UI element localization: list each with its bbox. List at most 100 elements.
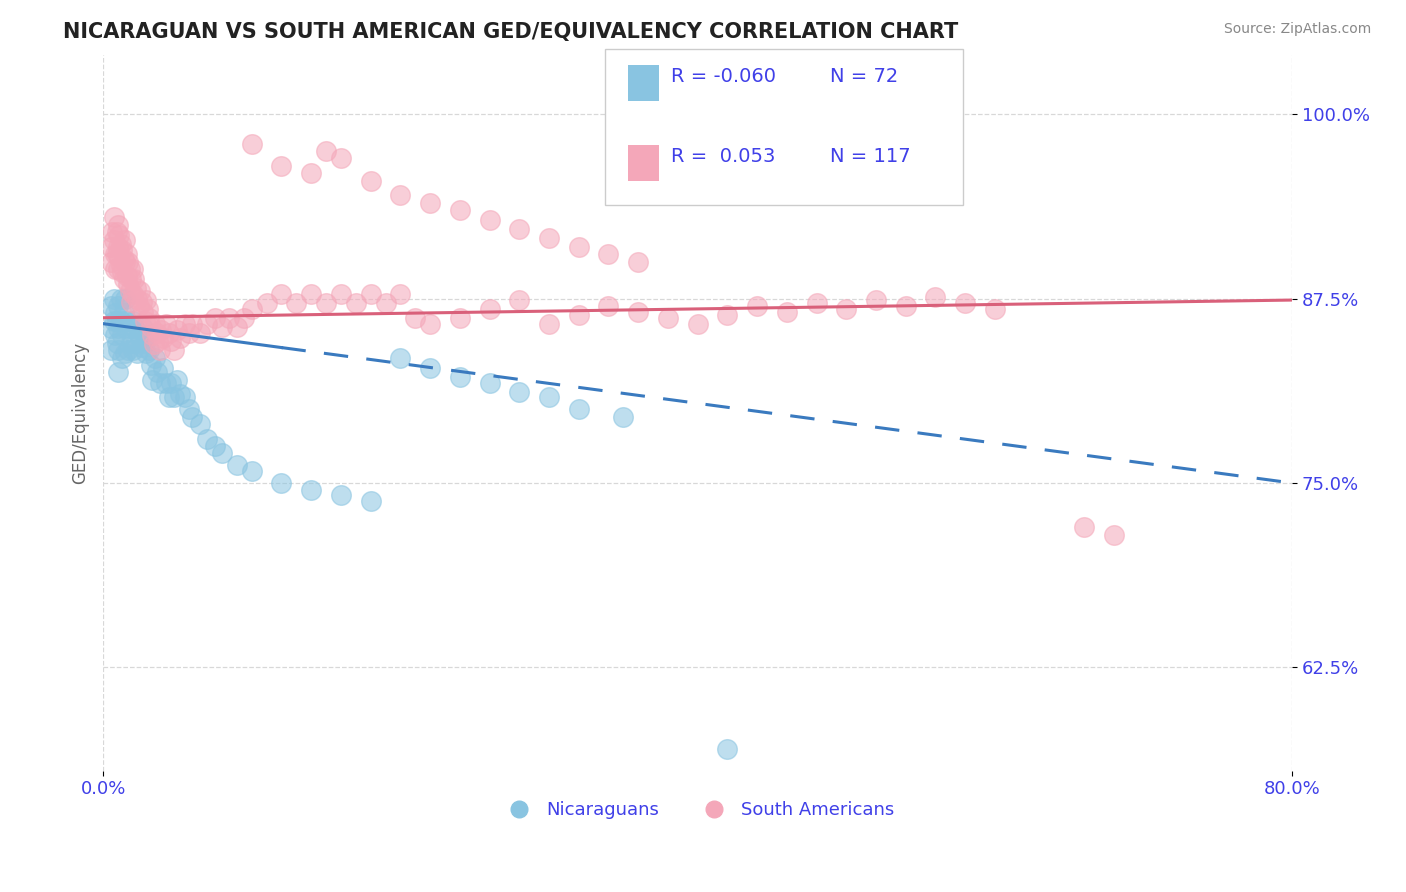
Point	[181, 317, 204, 331]
Point	[173, 391, 195, 405]
Point	[146, 334, 169, 349]
Point	[299, 287, 322, 301]
Point	[143, 317, 166, 331]
Point	[389, 188, 412, 202]
Point	[107, 240, 129, 254]
Point	[136, 301, 159, 316]
Point	[686, 317, 709, 331]
Point	[112, 306, 135, 320]
Point	[449, 369, 471, 384]
Point	[107, 299, 129, 313]
Point	[865, 293, 887, 307]
Point	[138, 343, 160, 358]
Point	[270, 475, 292, 490]
Point	[121, 314, 143, 328]
Point	[225, 319, 247, 334]
Point	[404, 310, 426, 325]
Point	[110, 292, 132, 306]
Point	[134, 314, 156, 328]
Point	[124, 321, 146, 335]
Point	[1102, 527, 1125, 541]
Point	[598, 299, 620, 313]
Point	[128, 326, 150, 340]
Point	[166, 373, 188, 387]
Point	[149, 376, 172, 390]
Point	[627, 254, 650, 268]
Point	[598, 247, 620, 261]
Point	[105, 225, 128, 239]
Point	[139, 319, 162, 334]
Point	[110, 237, 132, 252]
Point	[107, 321, 129, 335]
Point	[181, 409, 204, 424]
Point	[135, 346, 157, 360]
Point	[100, 321, 122, 335]
Point	[100, 343, 122, 358]
Point	[135, 293, 157, 307]
Point	[112, 272, 135, 286]
Point	[127, 292, 149, 306]
Point	[173, 317, 195, 331]
Point	[117, 254, 139, 268]
Point	[104, 328, 127, 343]
Point	[537, 391, 560, 405]
Point	[132, 305, 155, 319]
Point	[204, 439, 226, 453]
Point	[835, 301, 858, 316]
Point	[117, 343, 139, 358]
Point	[299, 166, 322, 180]
Point	[157, 391, 180, 405]
Point	[121, 287, 143, 301]
Point	[103, 314, 125, 328]
Point	[107, 365, 129, 379]
Point	[716, 741, 738, 756]
Point	[103, 211, 125, 225]
Point	[188, 326, 211, 340]
Point	[110, 314, 132, 328]
Point	[329, 488, 352, 502]
Point	[329, 152, 352, 166]
Point	[894, 299, 917, 313]
Point	[115, 314, 138, 328]
Point	[1073, 520, 1095, 534]
Point	[118, 262, 141, 277]
Point	[924, 290, 946, 304]
Point	[179, 402, 201, 417]
Point	[419, 360, 441, 375]
Text: N = 117: N = 117	[830, 147, 910, 166]
Text: R = -0.060: R = -0.060	[671, 67, 776, 86]
Point	[169, 387, 191, 401]
Point	[285, 296, 308, 310]
Point	[111, 265, 134, 279]
Point	[125, 335, 148, 350]
Point	[240, 464, 263, 478]
Point	[139, 358, 162, 372]
Point	[419, 317, 441, 331]
Point	[149, 343, 172, 358]
Point	[568, 240, 591, 254]
Point	[568, 402, 591, 417]
Point	[169, 331, 191, 345]
Point	[612, 409, 634, 424]
Point	[125, 281, 148, 295]
Point	[160, 334, 183, 349]
Point	[128, 299, 150, 313]
Y-axis label: GED/Equivalency: GED/Equivalency	[72, 342, 89, 484]
Point	[449, 310, 471, 325]
Text: R =  0.053: R = 0.053	[671, 147, 775, 166]
Point	[107, 218, 129, 232]
Point	[568, 308, 591, 322]
Point	[112, 252, 135, 266]
Point	[508, 384, 530, 399]
Point	[270, 287, 292, 301]
Point	[120, 335, 142, 350]
Point	[103, 292, 125, 306]
Point	[143, 351, 166, 365]
Point	[240, 136, 263, 151]
Point	[160, 376, 183, 390]
Point	[806, 296, 828, 310]
Point	[152, 331, 174, 345]
Point	[136, 328, 159, 343]
Point	[627, 305, 650, 319]
Point	[163, 391, 186, 405]
